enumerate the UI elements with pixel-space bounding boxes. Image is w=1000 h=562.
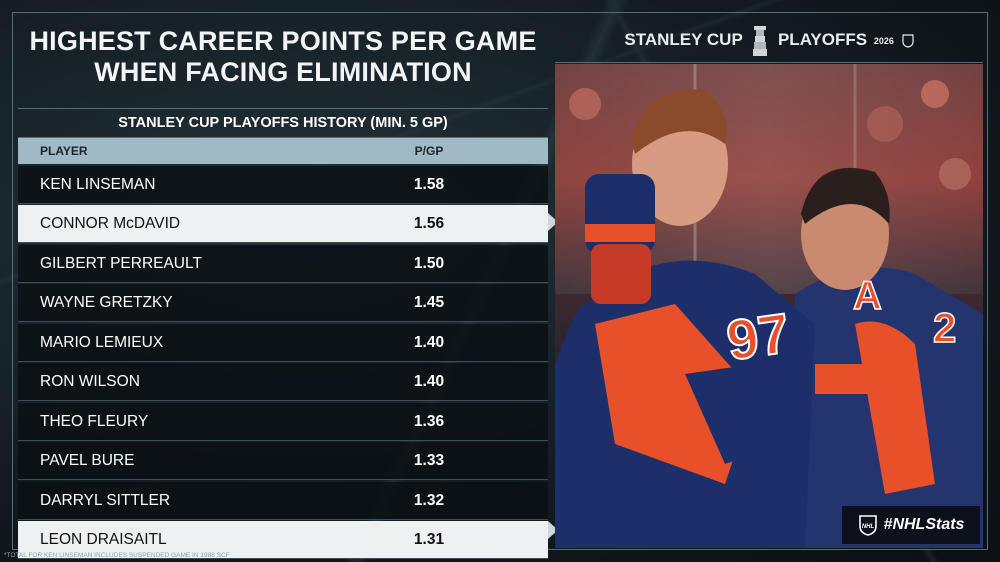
player-name: KEN LINSEMAN (40, 175, 156, 193)
captain-letter: A (852, 273, 882, 319)
player-name: LEON DRAISAITL (40, 531, 167, 548)
table-body: KEN LINSEMAN 1.58 CONNOR McDAVID 1.56 GILBER… (18, 165, 548, 559)
points-per-game: 1.33 (413, 452, 445, 469)
title-line-2: WHEN FACING ELIMINATION (94, 57, 472, 87)
points-per-game: 1.40 (413, 373, 445, 390)
hashtag-badge: NHL #NHLStats (842, 506, 980, 544)
stanley-cup-icon (753, 25, 768, 56)
table-row: THEO FLEURY 1.36 (18, 402, 548, 441)
column-header-player: PLAYER (40, 144, 88, 158)
svg-text:NHL: NHL (861, 524, 874, 530)
stats-table: PLAYER P/GP KEN LINSEMAN 1.58 CONNOR McDAV… (18, 138, 548, 559)
title-line-1: HIGHEST CAREER POINTS PER GAME (29, 26, 537, 56)
player-name: GILBERT PERREAULT (40, 254, 202, 272)
points-per-game: 1.58 (413, 175, 445, 193)
points-per-game: 1.50 (413, 254, 445, 272)
jersey-number: 97 (722, 300, 794, 373)
nhl-logo-icon: NHL (858, 515, 877, 536)
highlight-arrow-icon (548, 521, 558, 539)
table-row: LEON DRAISAITL 1.31 (18, 521, 548, 559)
table-row: DARRYL SITTLER 1.32 (18, 481, 548, 520)
points-per-game: 1.31 (413, 531, 445, 548)
footnote: *TOTAL FOR KEN LINSEMAN INCLUDES SUSPEND… (4, 552, 230, 559)
table-row: GILBERT PERREAULT 1.50 (18, 244, 548, 283)
highlight-arrow-icon (548, 213, 558, 231)
player-name: RON WILSON (40, 373, 140, 390)
nhl-shield-icon (901, 33, 914, 48)
player-name: WAYNE GRETZKY (40, 294, 173, 311)
logo-text-right: PLAYOFFS (777, 30, 868, 49)
table-row: MARIO LEMIEUX 1.40 (18, 323, 548, 362)
table-row: PAVEL BURE 1.33 (18, 442, 548, 480)
logo-text-left: STANLEY CUP (624, 30, 743, 49)
second-jersey-number: 2 (932, 303, 957, 352)
logo-year: 2026 (873, 35, 894, 46)
table-subtitle: STANLEY CUP PLAYOFFS HISTORY (MIN. 5 GP) (18, 108, 548, 138)
player-name: CONNOR McDAVID (40, 215, 181, 232)
graphic-title: HIGHEST CAREER POINTS PER GAME WHEN FACI… (18, 26, 548, 88)
hashtag-text: #NHLStats (883, 516, 965, 533)
points-per-game: 1.56 (413, 215, 445, 232)
table-row: RON WILSON 1.40 (18, 363, 548, 401)
player-name: THEO FLEURY (40, 412, 149, 430)
stanley-cup-playoffs-logo: STANLEY CUP PLAYOFFS 2026 (555, 18, 983, 63)
photo-illustration (555, 64, 983, 548)
column-header-pgp: P/GP (414, 144, 444, 158)
player-photo: 97 A 2 (555, 64, 983, 548)
table-row: CONNOR McDAVID 1.56 (18, 205, 548, 243)
points-per-game: 1.36 (413, 412, 445, 430)
player-name: DARRYL SITTLER (40, 491, 171, 509)
player-name: PAVEL BURE (40, 452, 135, 469)
points-per-game: 1.45 (413, 294, 445, 311)
table-row: KEN LINSEMAN 1.58 (18, 165, 548, 204)
table-row: WAYNE GRETZKY 1.45 (18, 284, 548, 322)
points-per-game: 1.32 (413, 491, 445, 509)
points-per-game: 1.40 (413, 333, 445, 351)
table-header: PLAYER P/GP (18, 138, 548, 164)
player-name: MARIO LEMIEUX (40, 333, 164, 351)
